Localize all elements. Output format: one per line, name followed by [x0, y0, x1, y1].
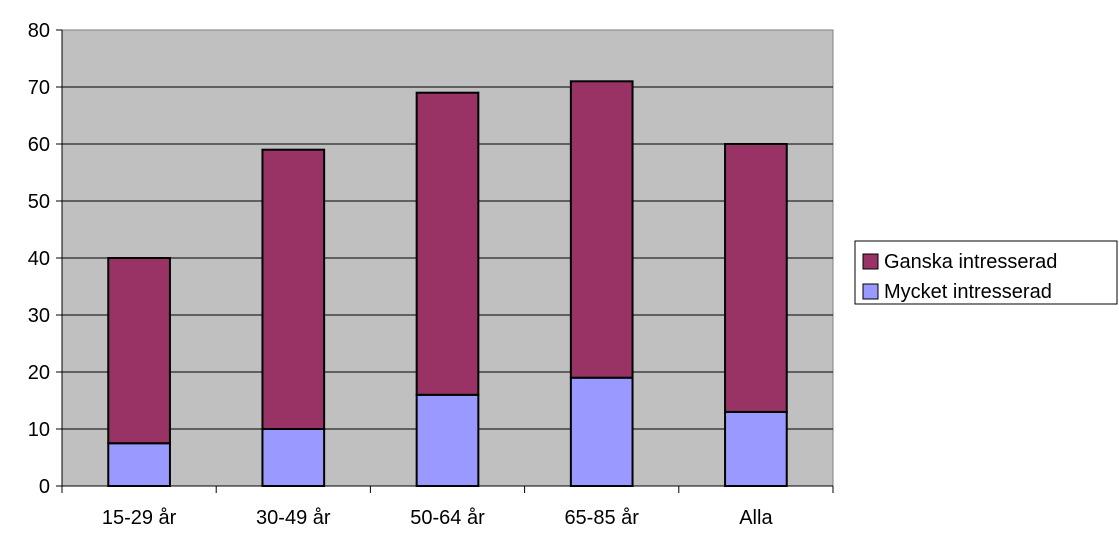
- bar-mycket-intresserad: [569, 376, 634, 488]
- y-tick-label: 60: [28, 134, 50, 156]
- bar-ganska-intresserad: [415, 91, 480, 396]
- y-tick-label: 0: [39, 476, 50, 498]
- legend: Ganska intresserad Mycket intresserad: [854, 240, 1118, 305]
- x-tick-label: 65-85 år: [564, 507, 639, 529]
- x-tick-label: 50-64 år: [410, 507, 485, 529]
- bar-mycket-intresserad: [261, 428, 326, 487]
- x-tick-label: 30-49 år: [256, 507, 331, 529]
- bar-ganska-intresserad: [261, 148, 326, 430]
- legend-swatch-ganska-intresserad: [862, 253, 879, 270]
- bar-ganska-intresserad: [724, 143, 788, 413]
- y-tick-label: 20: [28, 362, 50, 384]
- bar-ganska-intresserad: [569, 80, 634, 379]
- x-tick-label: Alla: [739, 507, 773, 529]
- bar-ganska-intresserad: [107, 257, 171, 445]
- y-tick-label: 80: [28, 20, 50, 42]
- axes: [56, 29, 834, 493]
- bar-mycket-intresserad: [107, 442, 171, 487]
- bar-mycket-intresserad: [724, 410, 788, 487]
- y-tick-label: 10: [28, 419, 50, 441]
- bars: [107, 80, 788, 488]
- y-tick-label: 70: [28, 77, 50, 99]
- legend-label-ganska-intresserad: Ganska intresserad: [884, 251, 1057, 273]
- y-tick-label: 50: [28, 191, 50, 213]
- y-tick-label: 40: [28, 248, 50, 270]
- legend-box: [854, 240, 1118, 305]
- legend-swatch-mycket-intresserad: [862, 283, 879, 300]
- y-tick-labels: 0 10 20 30 40 50 60 70 80: [28, 20, 50, 498]
- y-tick-label: 30: [28, 305, 50, 327]
- legend-label-mycket-intresserad: Mycket intresserad: [884, 281, 1052, 303]
- bar-mycket-intresserad: [415, 393, 480, 487]
- x-tick-labels: 15-29 år 30-49 år 50-64 år 65-85 år Alla: [102, 507, 774, 529]
- x-tick-label: 15-29 år: [102, 507, 177, 529]
